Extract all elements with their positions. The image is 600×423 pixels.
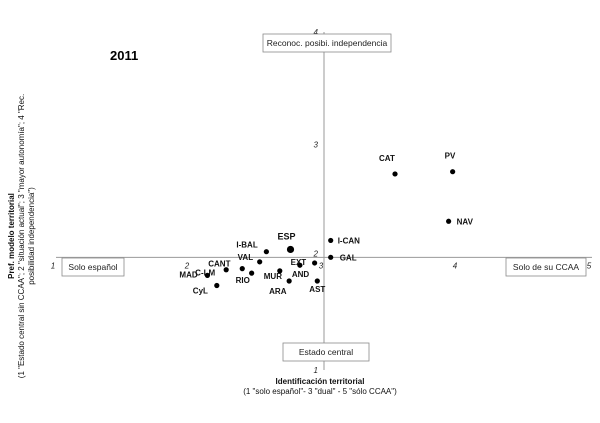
point-label-i-bal: I-BAL bbox=[236, 241, 257, 250]
point-and bbox=[297, 262, 303, 268]
point-cyl bbox=[214, 282, 220, 289]
chart-title: 2011 bbox=[110, 48, 138, 63]
point-mur bbox=[277, 268, 283, 274]
anchor-box-bottom bbox=[282, 342, 370, 362]
point-mad bbox=[204, 272, 211, 278]
anchor-label-bottom: Estado central bbox=[299, 347, 353, 357]
point-val bbox=[257, 259, 263, 265]
point-pv bbox=[450, 169, 456, 175]
x-tick-label: 1 bbox=[51, 261, 55, 270]
anchor-box-right bbox=[505, 257, 587, 277]
anchor-box-top bbox=[262, 33, 392, 53]
point-label-cyl: CyL bbox=[193, 287, 208, 296]
anchor-label-right: Solo de su CCAA bbox=[513, 262, 579, 272]
y-tick-label: 1 bbox=[314, 366, 318, 375]
point-label-ara: ARA bbox=[269, 287, 287, 296]
x-tick-label: 4 bbox=[453, 261, 458, 270]
point-ast bbox=[314, 278, 320, 284]
point-rio bbox=[249, 270, 255, 276]
anchor-label-top: Reconoc. posibi. independencia bbox=[267, 38, 388, 48]
x-tick-label: 2 bbox=[184, 261, 190, 270]
point-label-cat: CAT bbox=[379, 154, 395, 163]
point-i-bal bbox=[263, 249, 269, 255]
point-cat bbox=[392, 171, 398, 177]
point-nav bbox=[446, 218, 452, 224]
point-label-esp: ESP bbox=[278, 231, 296, 241]
anchor-labels: Solo español Solo de su CCAA Reconoc. posi… bbox=[61, 33, 587, 362]
point-label-mad: MAD bbox=[179, 270, 197, 279]
point-gal bbox=[328, 254, 334, 260]
x-tick-label: 3 bbox=[319, 261, 324, 270]
point-label-rio: RIO bbox=[236, 276, 250, 285]
y-axis-subtitle-1: (1 "Estado central sin CCAA"; 2 "situaci… bbox=[17, 94, 26, 378]
point-esp bbox=[286, 245, 295, 254]
point-label-ext: EXT bbox=[291, 258, 307, 267]
point-label-and: AND bbox=[292, 270, 310, 279]
y-tick-label: 3 bbox=[314, 141, 319, 150]
point-label-c-lm: C-LM bbox=[195, 269, 215, 278]
x-axis-subtitle: (1 "solo español"- 3 "dual" - 5 "sólo CC… bbox=[243, 387, 397, 396]
y-axis-title: Pref. modelo territorial bbox=[7, 193, 16, 279]
point-label-ast: AST bbox=[309, 285, 325, 294]
y-axis-title-group: Pref. modelo territorial (1 "Estado cent… bbox=[7, 94, 36, 378]
point-label-gal: GAL bbox=[340, 253, 357, 262]
point-label-cant: CANT bbox=[208, 260, 230, 269]
point-cant bbox=[239, 266, 245, 272]
point-i-can bbox=[328, 237, 334, 244]
y-tick-label: 4 bbox=[314, 28, 319, 37]
point-label-pv: PV bbox=[445, 152, 456, 161]
point-label-i-can: I-CAN bbox=[338, 236, 360, 245]
anchor-box-left bbox=[61, 257, 125, 277]
point-ara bbox=[286, 278, 292, 284]
x-tick-label: 5 bbox=[587, 261, 592, 270]
point-label-mur: MUR bbox=[264, 272, 282, 281]
point-label-nav: NAV bbox=[457, 217, 474, 226]
anchor-label-left: Solo español bbox=[68, 262, 117, 272]
x-axis-title: Identificación territorial bbox=[276, 377, 365, 386]
point-label-val: VAL bbox=[238, 253, 254, 262]
y-axis-subtitle-2: posibilidad independencia") bbox=[27, 187, 36, 285]
point-c-lm bbox=[223, 267, 229, 273]
point-ext bbox=[312, 260, 318, 266]
origin-tick-label: 2 bbox=[313, 249, 319, 258]
